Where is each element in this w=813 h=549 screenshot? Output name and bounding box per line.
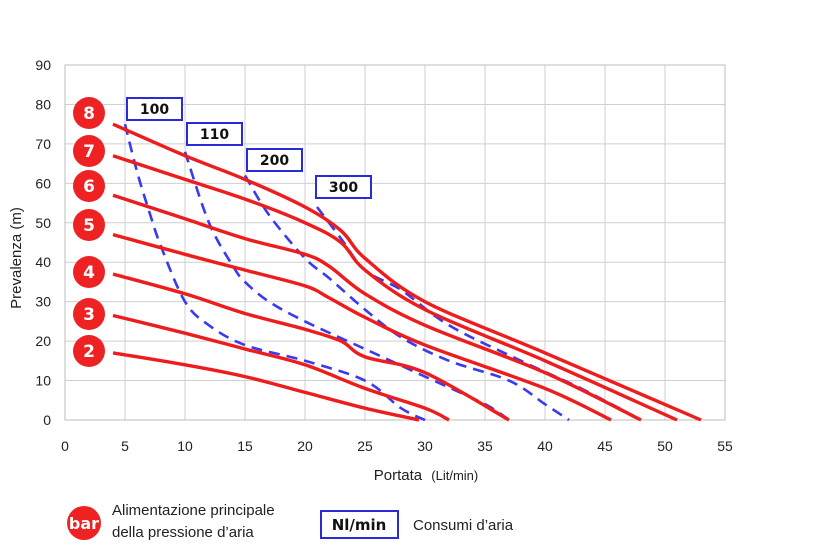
consumption-line-100 [123,123,426,422]
pressure-line-7 [112,154,678,422]
pressure-badge-label-6: 6 [83,177,95,197]
pressure-badges: 8 7 6 5 4 3 2 [73,97,105,367]
x-tick-label: 50 [657,438,673,454]
legend-pressure-symbol: bar [69,514,99,533]
legend: bar Alimentazione principale della press… [67,502,514,541]
y-tick-label: 60 [35,175,51,191]
x-tick-label: 0 [61,438,69,454]
chart-grid [64,64,726,421]
legend-consumption-text: Consumi d’aria [413,517,514,534]
pressure-line-3 [112,313,450,422]
pressure-badge-3 [73,298,105,330]
y-tick-label: 90 [35,57,51,73]
pressure-badge-4 [73,256,105,288]
pressure-badge-5 [73,209,105,241]
x-tick-label: 55 [717,438,733,454]
pressure-line-2 [112,351,420,422]
x-tick-label: 5 [121,438,129,454]
consumption-box-label-200: 200 [260,153,289,169]
y-tick-label: 80 [35,96,51,112]
x-axis-label-main: Portata [374,467,423,484]
consumption-box-100 [126,97,183,121]
y-tick-label: 40 [35,254,51,270]
x-tick-label: 10 [177,438,193,454]
y-tick-label: 70 [35,136,51,152]
y-tick-label: 10 [35,373,51,389]
pressure-line-8 [112,122,702,422]
x-tick-label: 20 [297,438,313,454]
legend-pressure-text-1: Alimentazione principale [112,502,275,519]
pressure-badge-2 [73,335,105,367]
legend-pressure-text-2: della pressione d’aria [112,524,254,541]
x-tick-label: 35 [477,438,493,454]
y-axis-label: Prevalenza (m) [8,207,25,309]
pressure-badge-label-8: 8 [83,104,95,124]
x-axis-label: Portata (Lit/min) [374,467,479,484]
consumption-box-110 [186,122,243,146]
consumption-line-200 [243,174,570,422]
x-axis-label-unit: (Lit/min) [431,468,478,483]
chart-series [112,122,702,422]
pressure-badge-label-3: 3 [83,305,95,325]
pressure-badge-label-4: 4 [83,263,95,283]
x-tick-label: 25 [357,438,373,454]
x-tick-label: 40 [537,438,553,454]
x-tick-label: 30 [417,438,433,454]
legend-consumption-symbol: Nl/min [332,516,387,534]
pressure-badge-6 [73,170,105,202]
pressure-line-5 [112,232,612,422]
y-tick-label: 0 [43,412,51,428]
consumption-box-200 [246,148,303,172]
consumption-box-300 [315,175,372,199]
pressure-line-4 [112,272,510,422]
x-tick-label: 15 [237,438,253,454]
y-tick-label: 50 [35,215,51,231]
pressure-badge-label-7: 7 [83,142,95,162]
legend-consumption-box [320,510,399,539]
y-tick-label: 30 [35,294,51,310]
consumption-labels: 100 110 200 300 [126,97,372,199]
y-tick-label: 20 [35,333,51,349]
plot-frame [64,64,726,421]
pressure-badge-label-2: 2 [83,342,95,362]
pressure-line-6 [112,193,642,422]
consumption-box-label-300: 300 [329,180,358,196]
consumption-box-label-110: 110 [200,127,229,143]
legend-pressure-badge [67,506,101,540]
x-tick-label: 45 [597,438,613,454]
pressure-badge-7 [73,135,105,167]
pressure-badge-8 [73,97,105,129]
pressure-badge-label-5: 5 [83,216,95,236]
consumption-box-label-100: 100 [140,102,169,118]
